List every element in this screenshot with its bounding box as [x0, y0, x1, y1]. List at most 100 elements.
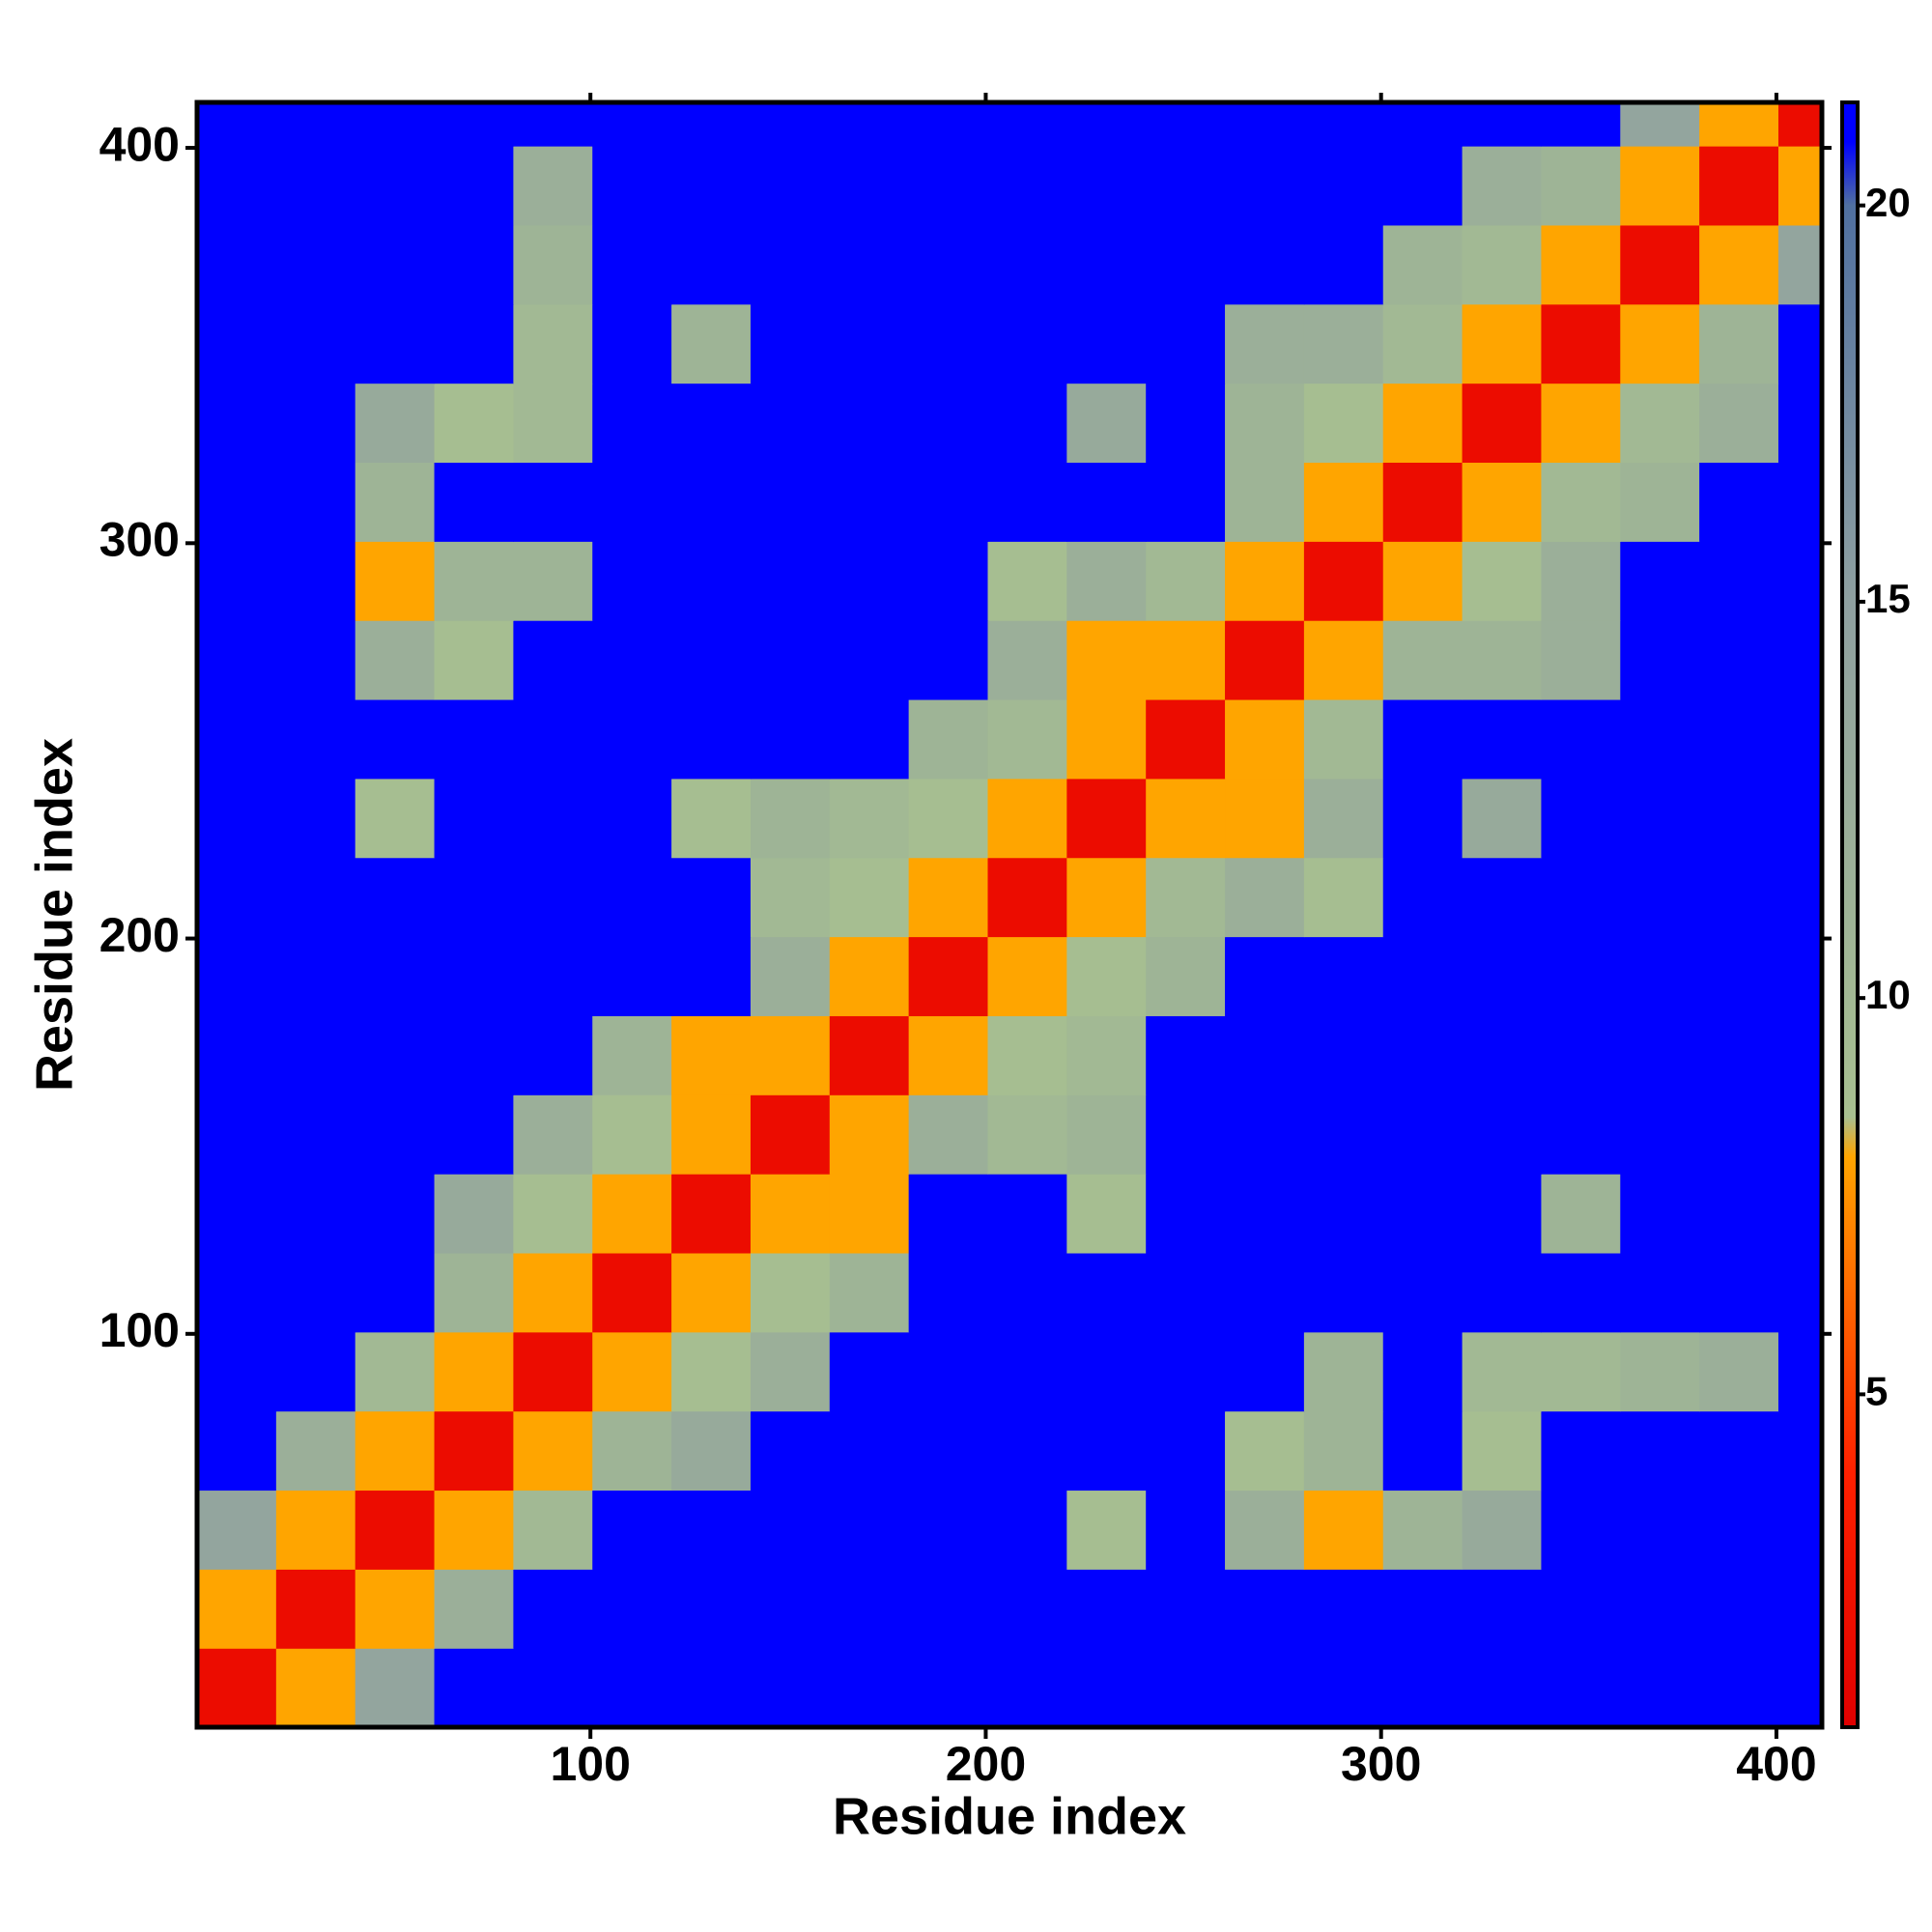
heatmap-cell — [908, 778, 989, 859]
heatmap-cell — [1146, 541, 1226, 621]
heatmap-cell — [1225, 1410, 1305, 1492]
heatmap-cell — [197, 1410, 277, 1492]
heatmap-cell — [1462, 1410, 1543, 1492]
heatmap-cell — [355, 541, 436, 621]
heatmap-cell — [1620, 936, 1700, 1016]
heatmap-cell — [987, 303, 1067, 384]
heatmap-cells — [197, 102, 1823, 1728]
heatmap-cell — [434, 102, 514, 147]
heatmap-cell — [1382, 102, 1463, 147]
heatmap-cell — [1225, 620, 1305, 700]
heatmap-cell — [1146, 1569, 1226, 1649]
heatmap-cell — [355, 857, 436, 938]
heatmap-cell — [592, 1648, 672, 1728]
heatmap-cell — [355, 1015, 436, 1095]
heatmap-cell — [829, 1015, 910, 1095]
heatmap-cell — [671, 936, 752, 1016]
heatmap-cell — [1777, 224, 1823, 305]
heatmap-cell — [513, 1015, 593, 1095]
heatmap-cell — [1777, 1174, 1823, 1254]
heatmap-cell — [1699, 1015, 1779, 1095]
heatmap-cell — [1382, 857, 1463, 938]
heatmap-cell — [1303, 102, 1384, 147]
heatmap-cell — [671, 1490, 752, 1570]
heatmap-cell — [987, 1331, 1067, 1412]
colorbar-tick-label: 10 — [1865, 972, 1911, 1017]
heatmap-cell — [987, 936, 1067, 1016]
heatmap-cell — [1699, 224, 1779, 305]
heatmap-cell — [197, 857, 277, 938]
heatmap-cell — [1699, 1094, 1779, 1175]
heatmap-cell — [750, 224, 831, 305]
heatmap-cell — [275, 778, 356, 859]
heatmap-cell — [987, 146, 1067, 226]
heatmap-cell — [1699, 698, 1779, 780]
heatmap-cell — [1225, 224, 1305, 305]
heatmap-cell — [1699, 462, 1779, 542]
heatmap-cell — [434, 1410, 514, 1492]
heatmap-cell — [1066, 1252, 1147, 1333]
heatmap-cell — [1699, 1252, 1779, 1333]
heatmap-cell — [908, 224, 989, 305]
heatmap-cell — [1462, 1015, 1543, 1095]
heatmap-cell — [355, 102, 436, 147]
heatmap-cell — [829, 1094, 910, 1175]
heatmap-cell — [1382, 1174, 1463, 1254]
heatmap-cell — [592, 1174, 672, 1254]
heatmap-cell — [1303, 1252, 1384, 1333]
heatmap-cell — [1541, 1331, 1621, 1412]
plot-frame — [194, 99, 1825, 1730]
heatmap-cell — [750, 1252, 831, 1333]
heatmap-cell — [1066, 620, 1147, 700]
heatmap-cell — [434, 383, 514, 464]
heatmap-cell — [750, 1569, 831, 1649]
heatmap-cell — [1462, 1252, 1543, 1333]
heatmap-cell — [355, 1648, 436, 1728]
heatmap-cell — [434, 1490, 514, 1570]
heatmap-cell — [671, 541, 752, 621]
heatmap-cell — [1066, 1331, 1147, 1412]
heatmap-cell — [434, 1174, 514, 1254]
heatmap-cell — [829, 541, 910, 621]
heatmap-cell — [1620, 620, 1700, 700]
heatmap-cell — [829, 936, 910, 1016]
heatmap-cell — [1541, 936, 1621, 1016]
heatmap-cell — [750, 620, 831, 700]
heatmap-cell — [1382, 1648, 1463, 1728]
heatmap-cell — [592, 1331, 672, 1412]
heatmap-cell — [829, 146, 910, 226]
heatmap-cell — [1066, 1094, 1147, 1175]
heatmap-cell — [987, 1015, 1067, 1095]
heatmap-cell — [1777, 541, 1823, 621]
colorbar-tick-label: 5 — [1865, 1368, 1888, 1413]
heatmap-cell — [1699, 1174, 1779, 1254]
heatmap-cell — [1382, 303, 1463, 384]
heatmap-cell — [1225, 303, 1305, 384]
heatmap-cell — [434, 1015, 514, 1095]
heatmap-cell — [1146, 1648, 1226, 1728]
heatmap-cell — [275, 1648, 356, 1728]
heatmap-cell — [513, 1490, 593, 1570]
heatmap-cell — [1620, 1094, 1700, 1175]
heatmap-cell — [1382, 1015, 1463, 1095]
heatmap-cell — [987, 620, 1067, 700]
heatmap-cell — [197, 1252, 277, 1333]
x-tick-label: 300 — [1341, 1737, 1421, 1791]
heatmap-cell — [1777, 778, 1823, 859]
heatmap-cell — [355, 698, 436, 780]
heatmap-cell — [1777, 1252, 1823, 1333]
heatmap-cell — [275, 1094, 356, 1175]
heatmap-cell — [592, 146, 672, 226]
heatmap-cell — [434, 224, 514, 305]
heatmap-cell — [671, 698, 752, 780]
heatmap-cell — [275, 1252, 356, 1333]
heatmap-cell — [1303, 1648, 1384, 1728]
heatmap-cell — [1541, 224, 1621, 305]
x-tick-label: 200 — [946, 1737, 1026, 1791]
heatmap-cell — [750, 1331, 831, 1412]
heatmap-cell — [1462, 303, 1543, 384]
heatmap-cell — [829, 1490, 910, 1570]
heatmap-cell — [197, 146, 277, 226]
x-tick-label: 100 — [550, 1737, 630, 1791]
heatmap-cell — [829, 1410, 910, 1492]
